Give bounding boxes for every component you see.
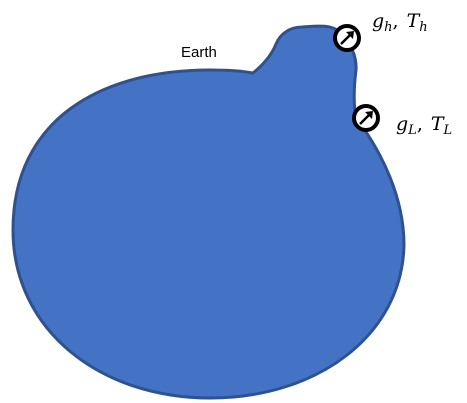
gravity-symbol: g <box>396 113 408 135</box>
gauge-high-icon <box>333 24 361 52</box>
temperature-symbol: T <box>407 10 421 32</box>
temperature-subscript: L <box>443 123 453 138</box>
temperature-symbol: T <box>431 113 445 135</box>
earth-label: Earth <box>181 44 217 61</box>
separator: , <box>417 113 423 135</box>
gravity-subscript: h <box>384 20 392 35</box>
earth-with-mountain-shape <box>11 24 406 400</box>
temperature-subscript: h <box>419 20 427 35</box>
gravity-subscript: L <box>407 123 417 138</box>
gravity-symbol: g <box>372 10 384 32</box>
separator: , <box>393 10 399 32</box>
gauge-high-label: gh, Th <box>372 10 428 35</box>
gauge-low-icon <box>352 104 380 132</box>
gauge-low-label: gL, TL <box>396 113 452 138</box>
